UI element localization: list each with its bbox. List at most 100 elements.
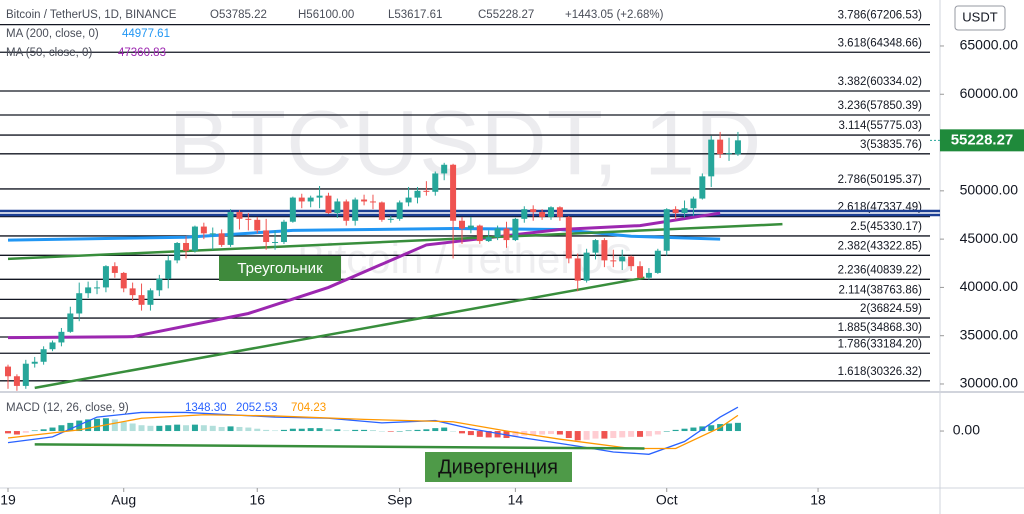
macd-histogram <box>49 427 56 432</box>
candle-body <box>637 266 644 278</box>
candle-body <box>94 287 101 289</box>
x-tick-label: 18 <box>810 492 826 508</box>
candle-body <box>690 198 697 209</box>
currency[interactable]: USDT <box>962 9 997 24</box>
macd-histogram <box>530 431 537 436</box>
candle-body <box>263 230 270 243</box>
macd-histogram <box>583 431 590 440</box>
fib-label: 3.382(60334.02) <box>838 76 923 88</box>
x-tick-label: 14 <box>508 492 524 508</box>
macd-histogram <box>387 431 394 432</box>
candle-body <box>432 173 439 192</box>
candle-body <box>387 218 394 220</box>
macd-legend-value: 1348.30 <box>185 402 227 414</box>
candle-body <box>200 226 207 234</box>
macd-histogram <box>396 431 403 432</box>
candle-body <box>289 197 296 222</box>
watermark: BTCUSDT, 1D <box>169 92 762 194</box>
macd-histogram <box>22 431 29 433</box>
candle-body <box>539 212 546 217</box>
macd-histogram <box>610 431 617 439</box>
legend-close: C55228.27 <box>478 9 534 21</box>
candle-body <box>245 218 252 220</box>
legend-symbol: Bitcoin / TetherUS, 1D, BINANCE <box>6 9 177 21</box>
candle-body <box>485 237 492 242</box>
candle-body <box>574 258 581 281</box>
divergence-line <box>34 443 645 450</box>
candle-body <box>503 228 510 241</box>
candle-body <box>734 140 741 155</box>
annotation: Треугольник <box>237 260 323 277</box>
macd-histogram <box>574 431 581 441</box>
candle-body <box>548 207 555 217</box>
candle-body <box>120 272 127 289</box>
legend-name: MA (50, close, 0) <box>6 47 92 59</box>
fib-label: 2(36824.59) <box>860 303 922 315</box>
macd-histogram <box>601 431 608 439</box>
candle-body <box>191 226 198 251</box>
candle-body <box>272 242 279 244</box>
macd-histogram <box>441 427 448 432</box>
annotation-box <box>425 452 572 482</box>
macd-histogram <box>174 424 181 432</box>
candle-body <box>592 240 599 253</box>
candle-body <box>40 349 47 362</box>
macd-histogram <box>734 422 741 432</box>
macd-histogram <box>343 430 350 432</box>
y-tick-label: 40000.00 <box>960 278 1019 294</box>
candle-body <box>165 260 172 279</box>
macd-legend-value: 2052.53 <box>236 402 278 414</box>
macd-histogram <box>254 428 261 432</box>
candle-body <box>325 195 332 214</box>
currency-box[interactable] <box>954 5 1006 31</box>
macd-histogram <box>307 428 314 432</box>
fib-label: 2.786(50195.37) <box>838 174 923 186</box>
macd-histogram <box>369 430 376 432</box>
candle-body <box>227 212 234 245</box>
candle-body <box>209 233 216 235</box>
macd-histogram <box>67 422 74 432</box>
fib-label: 3.786(67206.53) <box>838 10 923 22</box>
plot-layer: 30000.00 35000.00 40000.00 45000.00 50000.00… <box>0 10 1018 508</box>
y-tick-label: 60000.00 <box>960 85 1019 101</box>
x-tick-label: Aug <box>111 492 136 508</box>
macd-histogram <box>378 431 385 432</box>
macd-histogram <box>120 421 127 432</box>
macd-histogram <box>13 431 20 435</box>
candle-body <box>378 202 385 220</box>
candle-body <box>699 176 706 199</box>
candle-body <box>85 287 92 294</box>
legend-open: O53785.22 <box>210 9 267 21</box>
candle-body <box>708 139 715 177</box>
candle-body <box>361 199 368 202</box>
macd-histogram <box>450 431 457 432</box>
price-tag <box>940 129 1024 152</box>
macd-histogram <box>708 425 715 432</box>
y-tick-label: 50000.00 <box>960 182 1019 198</box>
macd-histogram <box>76 420 83 432</box>
price-tag-label: 55228.27 <box>951 131 1014 148</box>
fib-label: 3(53835.76) <box>860 139 922 151</box>
legend-value: 44977.61 <box>122 28 170 40</box>
macd-histogram <box>200 425 207 432</box>
macd-histogram <box>476 431 483 437</box>
candle-body <box>156 278 163 291</box>
candle-body <box>396 202 403 219</box>
candle-body <box>316 195 323 198</box>
macd-histogram <box>191 424 198 432</box>
macd-histogram <box>111 419 118 432</box>
fib-label: 1.885(34868.30) <box>838 322 923 334</box>
macd-histogram <box>458 431 465 434</box>
candle-body <box>236 212 243 219</box>
macd-histogram <box>352 429 359 432</box>
macd-histogram <box>414 429 421 432</box>
macd-histogram <box>405 430 412 432</box>
y-tick-label: 30000.00 <box>960 375 1019 391</box>
candle-body <box>717 139 724 155</box>
candle-body <box>174 242 181 261</box>
macd-histogram <box>245 427 252 432</box>
macd-histogram <box>485 431 492 438</box>
x-tick-label: Oct <box>656 492 678 508</box>
macd-histogram <box>539 431 546 435</box>
